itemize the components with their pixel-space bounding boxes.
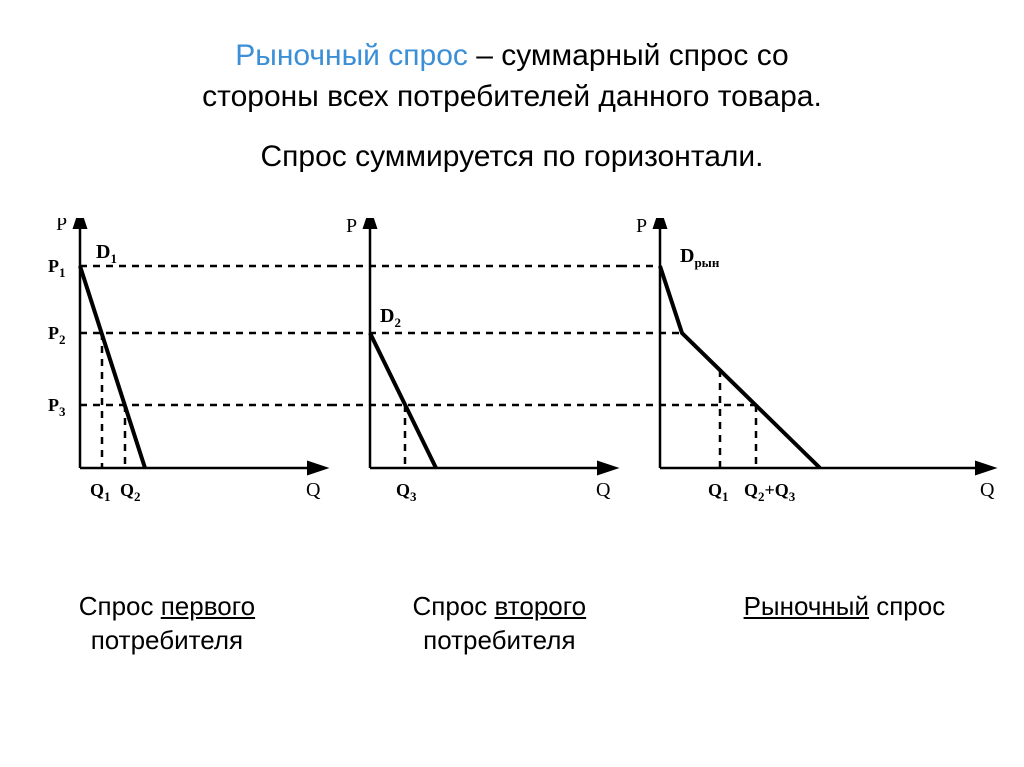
chart-consumer-2: P Q D2 Q3 [330,218,620,528]
title-line2: стороны всех потребителей данного товара… [0,77,1024,118]
curve-label-d1: D1 [96,241,117,266]
caption-2-line2: потребителя [423,625,575,655]
caption-2-prefix: Спрос [413,591,495,621]
title-highlight: Рыночный спрос [235,39,468,72]
curve-label-dmkt: Dрын [680,245,720,270]
p3-label: P3 [48,395,66,419]
y-axis-label: P [56,218,67,235]
caption-1-prefix: Спрос [79,591,161,621]
caption-2: Спрос второго потребителя [413,590,587,658]
caption-1-line2: потребителя [91,625,243,655]
title-rest1: – суммарный спрос со [468,39,789,72]
chart-consumer-1: P Q P1 P2 P3 D1 Q1 Q2 [40,218,330,528]
caption-3-rest: спрос [869,591,945,621]
x-axis-label: Q [980,479,995,501]
p2-label: P2 [48,323,66,347]
demand-curve-1 [80,266,145,468]
captions-row: Спрос первого потребителя Спрос второго … [0,590,1024,658]
q1-label: Q1 [90,480,111,504]
q2-label: Q2 [120,480,141,504]
caption-1-underline: первого [161,591,255,621]
y-axis-label: P [346,218,357,237]
caption-2-underline: второго [495,591,587,621]
caption-3: Рыночный спрос [744,590,946,658]
q3-label: Q3 [396,480,417,504]
charts-row: P Q P1 P2 P3 D1 Q1 Q2 [0,218,1024,548]
q1-label-m: Q1 [708,480,729,504]
subtitle: Спрос суммируется по горизонтали. [0,137,1024,178]
x-axis-label: Q [306,479,321,501]
chart-market-demand: P Q Dрын Q1 Q2+Q3 [620,218,1000,528]
caption-1: Спрос первого потребителя [79,590,255,658]
y-axis-label: P [636,218,647,237]
curve-label-d2: D2 [380,305,401,330]
caption-3-underline: Рыночный [744,591,869,621]
x-axis-label: Q [596,479,611,501]
title-line1: Рыночный спрос – суммарный спрос со [0,36,1024,77]
demand-curve-2 [370,333,436,468]
market-demand-curve [660,266,820,468]
q2plusq3-label: Q2+Q3 [744,480,796,504]
title-block: Рыночный спрос – суммарный спрос со стор… [0,0,1024,178]
p1-label: P1 [48,256,66,280]
